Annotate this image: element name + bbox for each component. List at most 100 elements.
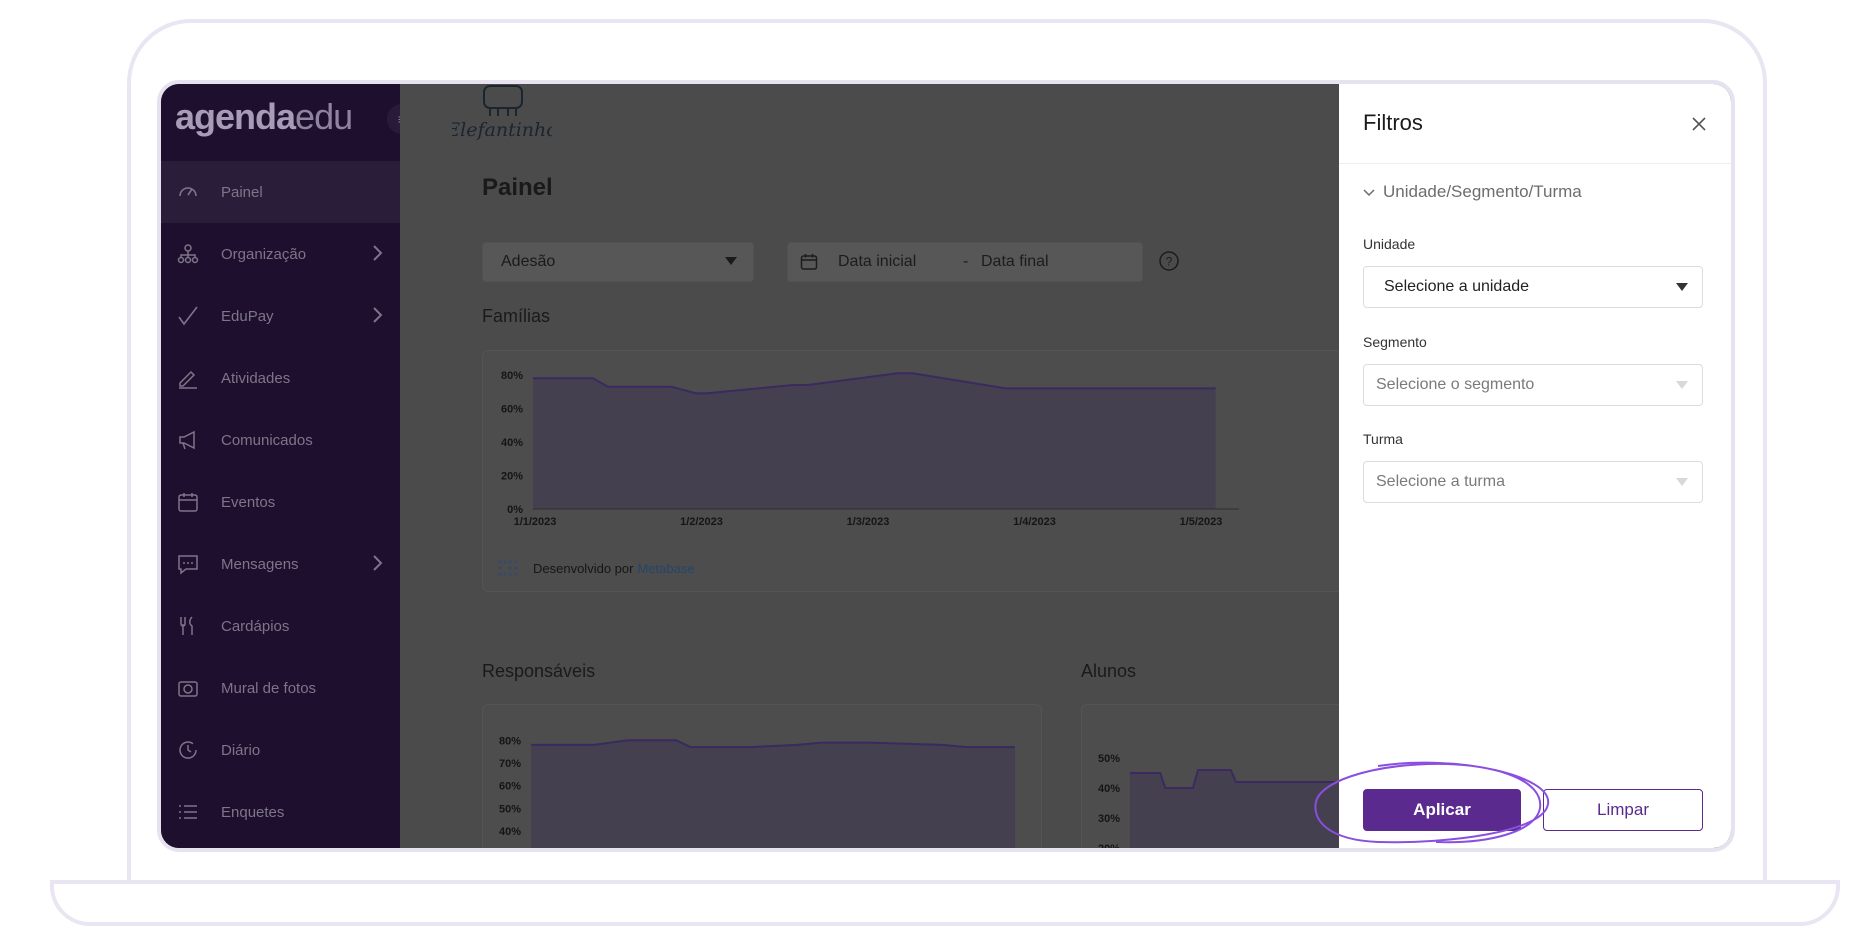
pencil-icon (177, 367, 199, 389)
responsaveis-y-tick-label: 30% (499, 849, 521, 852)
sidebar-item-organizacao[interactable]: Organização (161, 223, 400, 285)
calendar-icon (177, 491, 199, 513)
families-chart-card: 80% 60% 40% 20% 0% 1/1/2023 1/2/2023 1/3/2023 1/… (482, 350, 1362, 592)
megaphone-icon (177, 429, 199, 451)
sidebar-item-label: Cardápios (221, 617, 290, 635)
close-icon (1691, 116, 1707, 132)
chevron-right-icon (372, 243, 384, 267)
segment-select-placeholder: Selecione o segmento (1376, 376, 1535, 393)
chevron-right-icon (372, 553, 384, 577)
sidebar-item-label: Diário (221, 741, 261, 759)
responsaveis-area-fill (531, 740, 1015, 848)
class-select-placeholder: Selecione a turma (1376, 473, 1505, 490)
list-icon (177, 801, 199, 823)
alunos-y-tick-label: 30% (1098, 813, 1120, 825)
sidebar-item-comunicados[interactable]: Comunicados (161, 409, 400, 471)
apply-button[interactable]: Aplicar (1363, 789, 1521, 831)
families-y-tick-label: 60% (501, 404, 523, 416)
alunos-chart: 50% 40% 30% 20% (1098, 753, 1382, 848)
families-chart: 80% 60% 40% 20% 0%1/1/2023 1/2/2023 1/3/2023 1/… (501, 370, 1239, 528)
sidebar-item-label: Mensagens (221, 555, 299, 573)
unit-select-placeholder: Selecione a unidade (1384, 278, 1530, 295)
speedometer-icon (177, 181, 199, 203)
clear-button[interactable]: Limpar (1543, 789, 1703, 831)
chat-icon (177, 553, 199, 575)
org-chart-icon (177, 243, 199, 265)
families-area-fill (533, 373, 1216, 509)
sidebar-item-label: Comunicados (221, 431, 313, 449)
families-section-label: Famílias (482, 306, 551, 326)
sidebar: agendaedu ≡ Painel Organização EduPay (161, 84, 417, 848)
elephant-icon (483, 85, 523, 116)
sidebar-item-diario[interactable]: Diário (161, 719, 400, 781)
date-separator: - (963, 253, 969, 270)
unit-segment-class-accordion[interactable]: Unidade/Segmento/Turma (1363, 182, 1582, 202)
sidebar-item-painel[interactable]: Painel (161, 161, 400, 223)
unit-select[interactable]: Selecione a unidade (1363, 266, 1703, 308)
segment-select[interactable]: Selecione o segmento (1363, 364, 1703, 406)
responsaveis-series-line (531, 739, 1015, 749)
families-series-line (533, 372, 1216, 395)
alunos-y-tick-label: 40% (1098, 783, 1120, 795)
responsaveis-chart: 80% 70% 60% 50% 40% 30% (499, 735, 1015, 852)
sidebar-item-eventos[interactable]: Eventos (161, 471, 400, 533)
responsaveis-y-tick-label: 40% (499, 826, 521, 838)
responsaveis-chart-card: 80% 70% 60% 50% 40% 30% (482, 704, 1042, 852)
alunos-area-fill (1130, 770, 1382, 848)
sidebar-item-label: Enquetes (221, 803, 285, 821)
date-start-input[interactable]: Data inicial (838, 253, 917, 270)
help-icon[interactable]: ? (1158, 250, 1180, 277)
laptop-base-frame (50, 880, 1840, 926)
sidebar-item-mural-de-fotos[interactable]: Mural de fotos (161, 657, 400, 719)
families-x-tick-label: 1/3/2023 (847, 516, 890, 528)
sidebar-item-label: EduPay (221, 307, 274, 325)
school-name: Elefantinho (452, 119, 552, 141)
caret-down-icon (725, 257, 737, 265)
sidebar-item-atividades[interactable]: Atividades (161, 347, 400, 409)
agenda-edu-logo: agendaedu (175, 96, 353, 137)
alunos-series-line (1130, 769, 1382, 789)
families-y-tick-label: 40% (501, 437, 523, 449)
sidebar-item-label: Painel (221, 183, 263, 201)
accordion-title: Unidade/Segmento/Turma (1383, 182, 1582, 201)
close-panel-button[interactable] (1679, 104, 1719, 144)
metabase-logo-icon (497, 559, 519, 577)
metric-select-value: Adesão (501, 253, 556, 270)
sidebar-item-label: Mural de fotos (221, 679, 317, 697)
chevron-right-icon (372, 305, 384, 329)
unit-label: Unidade (1363, 236, 1416, 252)
date-end-input[interactable]: Data final (981, 253, 1049, 270)
camera-icon (177, 677, 199, 699)
sidebar-item-enquetes[interactable]: Enquetes (161, 781, 400, 843)
responsaveis-y-tick-label: 50% (499, 803, 521, 815)
class-label: Turma (1363, 431, 1403, 447)
page-title: Painel (482, 174, 553, 201)
sidebar-item-mensagens[interactable]: Mensagens (161, 533, 400, 595)
svg-text:?: ? (1166, 255, 1173, 269)
metabase-credit: Desenvolvido por Metabase (497, 559, 695, 577)
sidebar-item-label: Atividades (221, 369, 291, 387)
families-y-tick-label: 80% (501, 370, 523, 382)
responsaveis-y-tick-label: 60% (499, 781, 521, 793)
sidebar-item-edupay[interactable]: EduPay (161, 285, 400, 347)
panel-divider (1339, 163, 1731, 164)
sidebar-item-cardapios[interactable]: Cardápios (161, 595, 400, 657)
families-x-tick-label: 1/5/2023 (1180, 516, 1223, 528)
sidebar-item-label: Eventos (221, 493, 276, 511)
class-select[interactable]: Selecione a turma (1363, 461, 1703, 503)
laptop-lid-frame (127, 19, 1767, 881)
alunos-y-tick-label: 50% (1098, 753, 1120, 765)
caret-down-icon (1676, 283, 1688, 291)
check-pen-icon (177, 305, 199, 327)
sidebar-item-label: Organização (221, 245, 307, 263)
metabase-link[interactable]: Metabase (637, 560, 695, 576)
families-x-tick-label: 1/2/2023 (680, 516, 723, 528)
app-screen: agendaedu ≡ Painel Organização EduPay (157, 80, 1735, 852)
families-y-tick-label: 20% (501, 471, 523, 483)
apply-highlight-scribble (1314, 761, 1550, 844)
alunos-chart-card: 50% 40% 30% 20% (1081, 704, 1382, 848)
metric-select[interactable]: Adesão (482, 242, 754, 282)
main-content: Elefantinho Painel Adesão Data inicial -… (400, 84, 1382, 848)
calendar-icon (800, 253, 818, 271)
date-range-picker[interactable]: Data inicial - Data final (787, 242, 1143, 282)
